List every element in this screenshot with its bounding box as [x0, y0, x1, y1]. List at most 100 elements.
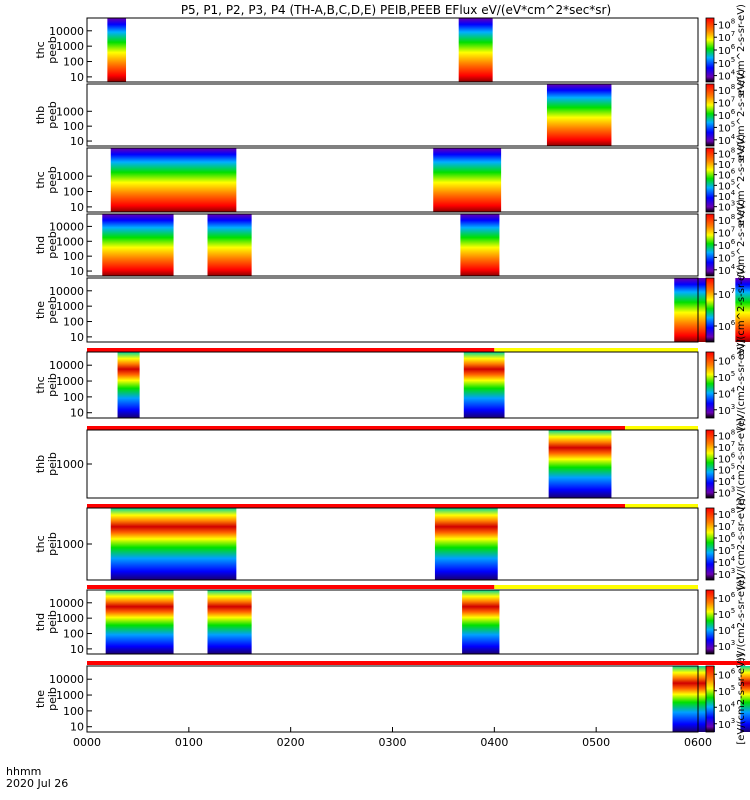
colorbar	[705, 17, 715, 83]
colorbar-tick-label: 103	[718, 639, 735, 653]
flag-bar-red	[87, 426, 626, 430]
y-tick-label: 100	[63, 56, 84, 69]
colorbar-tick-label: 104	[718, 700, 736, 714]
colorbar-tick-label: 104	[718, 623, 736, 637]
y-tick-label: 10000	[49, 220, 84, 233]
colorbar-unit-label: eV/(cm^2-s-sr-eV)	[736, 4, 747, 96]
colorbar-tick-label: 106	[718, 353, 736, 367]
panel-ylabel: thepeeb	[34, 296, 59, 324]
colorbar-tick-label: 104	[718, 263, 736, 277]
colorbar-tick-label: 105	[718, 370, 735, 384]
colorbar-tick-label: 105	[718, 56, 735, 70]
colorbar-tick-label: 107	[718, 440, 735, 454]
colorbar-tick-label: 104	[718, 133, 736, 147]
colorbar-unit-label: [eV/(cm2-s-sr-eV)]	[736, 498, 747, 589]
flag-bar-yellow	[494, 585, 698, 589]
flag-bar-red	[87, 504, 626, 508]
colorbar-tick-label: 105	[718, 684, 735, 698]
y-tick-label: 10	[70, 407, 84, 420]
spectrogram-interval	[110, 508, 237, 580]
colorbar	[705, 351, 715, 419]
panel-frame	[86, 589, 699, 655]
colorbar	[705, 277, 715, 343]
colorbar-tick-label: 105	[718, 607, 735, 621]
colorbar-unit-label: eV/(cm^2-s-sr-eV)	[736, 69, 747, 161]
colorbar	[705, 589, 715, 655]
spectrogram-interval	[102, 214, 174, 276]
panel-frame	[86, 83, 699, 147]
colorbar-tick-label: 106	[718, 451, 736, 465]
y-tick-label: 1000	[56, 170, 84, 183]
colorbar	[705, 507, 715, 581]
y-tick-label: 10000	[49, 673, 84, 686]
colorbar-tick-label: 107	[718, 30, 735, 44]
y-tick-label: 100	[63, 391, 84, 404]
spectrogram-interval	[117, 352, 140, 418]
colorbar-tick-label: 106	[718, 238, 736, 252]
y-tick-label: 10000	[49, 359, 84, 372]
x-tick-label: 0600	[684, 736, 712, 749]
colorbar-unit-label: [eV/(cm2-s-sr-eV)]	[736, 339, 747, 430]
spectrogram-interval	[463, 352, 505, 418]
panel-ylabel: thcpeeb	[34, 166, 59, 194]
y-tick-label: 10	[70, 331, 84, 344]
panel-frame	[86, 277, 699, 343]
y-tick-label: 10000	[49, 285, 84, 298]
colorbar-tick-label: 105	[718, 463, 735, 477]
colorbar-tick-label: 108	[718, 429, 735, 443]
spectrogram-interval	[460, 214, 500, 276]
spectrogram-interval	[433, 148, 502, 212]
y-tick-label: 100	[63, 250, 84, 263]
y-tick-label: 1000	[56, 300, 84, 313]
panel-ylabel: thdpeeb	[34, 231, 59, 259]
spectrogram-interval	[462, 590, 500, 654]
spectrogram-interval	[110, 148, 237, 212]
panel-ylabel: thdpeib	[34, 610, 59, 634]
y-tick-label: 10	[70, 201, 84, 214]
panel-ylabel: thepeib	[34, 687, 59, 711]
y-tick-label: 1000	[56, 40, 84, 53]
y-tick-label: 1000	[56, 458, 84, 471]
colorbar-tick-label: 104	[718, 474, 736, 488]
panel-frame	[86, 665, 699, 733]
colorbar-tick-label: 108	[718, 83, 735, 97]
colorbar-tick-label: 106	[718, 531, 736, 545]
colorbar-tick-label: 104	[718, 386, 736, 400]
colorbar-tick-label: 106	[718, 591, 736, 605]
colorbar	[705, 429, 715, 499]
colorbar-unit-label: eV/(cm^2-s-sr-eV)	[736, 264, 747, 356]
spectrogram-interval	[548, 430, 612, 498]
colorbar-tick-label: 106	[718, 43, 736, 57]
colorbar-tick-label: 107	[718, 287, 735, 301]
y-tick-label: 10	[70, 721, 84, 734]
colorbar-tick-label: 105	[718, 250, 735, 264]
colorbar	[705, 147, 715, 213]
y-tick-label: 10	[70, 265, 84, 278]
x-tick-label: 0500	[582, 736, 610, 749]
spectrogram-interval	[735, 278, 750, 342]
colorbar-unit-label: [eV/(cm2-s-sr-eV)]	[736, 576, 747, 667]
y-tick-label: 10	[70, 71, 84, 84]
x-tick-label: 0200	[277, 736, 305, 749]
y-tick-label: 100	[63, 120, 84, 133]
colorbar-tick-label: 103	[718, 403, 735, 417]
y-tick-label: 1000	[56, 612, 84, 625]
panel-ylabel: thcpeeb	[34, 36, 59, 64]
spectrogram-interval	[207, 590, 252, 654]
y-tick-label: 100	[63, 316, 84, 329]
panel-ylabel: thcpeib	[34, 532, 59, 556]
panel-ylabel: thcpeib	[34, 373, 59, 397]
colorbar-tick-label: 106	[718, 168, 736, 182]
colorbar-tick-label: 106	[718, 108, 736, 122]
colorbar-unit-label: [eV/(cm2-s-sr-eV)]	[736, 653, 747, 744]
colorbar-tick-label: 103	[718, 485, 735, 499]
y-tick-label: 10	[70, 135, 84, 148]
x-tick-label: 0300	[379, 736, 407, 749]
panel-frame	[86, 147, 699, 213]
